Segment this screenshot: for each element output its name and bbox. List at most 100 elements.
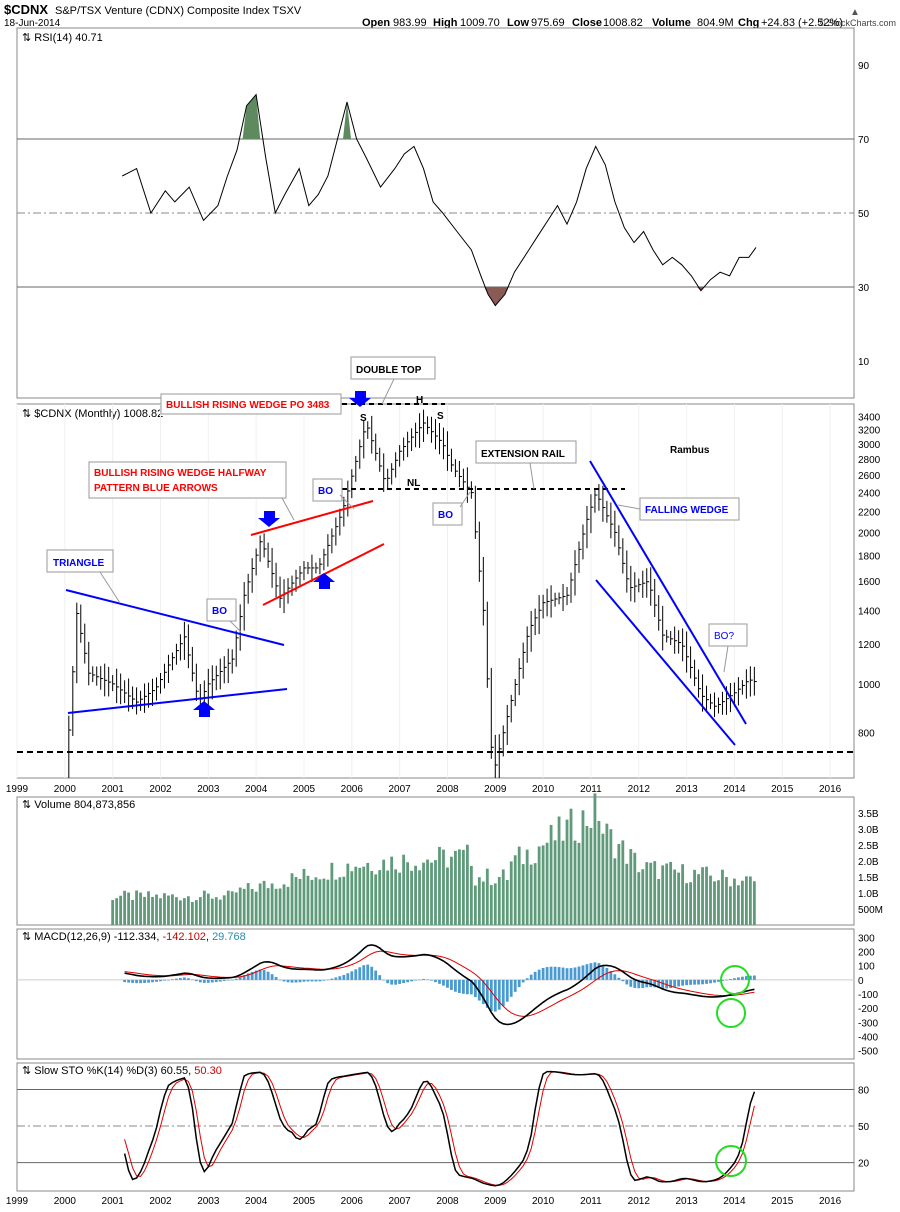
macd-histogram-bar bbox=[175, 978, 178, 980]
volume-bar bbox=[677, 872, 681, 925]
macd-histogram-bar bbox=[198, 979, 202, 983]
volume-bar bbox=[330, 862, 334, 925]
macd-histogram-bar bbox=[190, 979, 194, 981]
volume-bar bbox=[362, 866, 366, 925]
volume-bar bbox=[402, 854, 406, 925]
volume-bar bbox=[709, 875, 712, 925]
volume-bar bbox=[350, 871, 354, 925]
bo-callout-2008: BO bbox=[432, 491, 471, 526]
volume-bar bbox=[462, 849, 465, 925]
price-marker-icon: ⇅ bbox=[22, 408, 34, 420]
volume-bar bbox=[306, 875, 310, 925]
low-value: 975.69 bbox=[531, 17, 565, 29]
chart-date: 18-Jun-2014 bbox=[4, 18, 61, 29]
callout-box bbox=[475, 440, 577, 464]
macd-histogram-bar bbox=[549, 966, 553, 980]
macd-histogram-bar bbox=[222, 979, 226, 982]
neckline-label: NL bbox=[407, 478, 420, 489]
price-tick-label: 1200 bbox=[858, 640, 881, 651]
wedge-halfway-annotation-line2: PATTERN BLUE ARROWS bbox=[94, 483, 218, 494]
macd-histogram-bar bbox=[525, 978, 529, 980]
falling-wedge-annotation: FALLING WEDGE bbox=[645, 505, 729, 516]
volume-tick-label: 2.0B bbox=[858, 857, 879, 868]
macd-histogram-bar bbox=[186, 978, 190, 980]
macd-histogram-bar bbox=[179, 978, 182, 980]
volume-bar bbox=[127, 892, 130, 925]
macd-histogram-bar bbox=[350, 971, 354, 980]
volume-bar bbox=[238, 887, 242, 925]
volume-bar bbox=[354, 866, 358, 925]
macd-histogram-bar bbox=[545, 967, 549, 980]
bo-callout-2003: BO bbox=[206, 598, 242, 633]
volume-bar bbox=[322, 878, 326, 925]
volume-tick-label: 1.5B bbox=[858, 873, 879, 884]
volume-bar bbox=[458, 849, 461, 925]
volume-bar bbox=[194, 900, 198, 925]
volume-bar bbox=[537, 846, 541, 925]
volume-bar bbox=[398, 872, 402, 925]
macd-histogram-bar bbox=[330, 978, 334, 980]
volume-bar bbox=[418, 870, 421, 925]
volume-bar bbox=[497, 877, 501, 925]
volume-bar bbox=[254, 891, 258, 925]
year-tick-label: 2011 bbox=[580, 784, 602, 795]
macd-tick-label: -400 bbox=[858, 1032, 878, 1043]
rsi-overbought-fill bbox=[343, 102, 352, 139]
open-value: 983.99 bbox=[393, 17, 427, 29]
volume-bar bbox=[198, 897, 202, 925]
volume-bar bbox=[465, 844, 469, 925]
macd-histogram-bar bbox=[286, 979, 290, 983]
macd-histogram-bar bbox=[673, 979, 677, 988]
volume-bar bbox=[438, 846, 441, 925]
volume-tick-label: 2.5B bbox=[858, 841, 879, 852]
right-shoulder-label: S bbox=[437, 411, 444, 422]
rsi-layer bbox=[121, 93, 757, 307]
triangle-lower-line bbox=[67, 688, 288, 714]
macd-histogram-bar bbox=[737, 977, 740, 980]
watermark: © StockCharts.com bbox=[818, 18, 896, 28]
wedge-po-callout: BULLISH RISING WEDGE PO 3483 bbox=[160, 393, 342, 415]
price-panel-label: ⇅ $CDNX (Monthly) 1008.82 bbox=[22, 408, 163, 420]
volume-bar bbox=[493, 883, 497, 925]
volume-bar bbox=[151, 896, 154, 925]
callout-box bbox=[46, 549, 114, 573]
macd-histogram-bar bbox=[489, 979, 493, 1011]
macd-histogram-bar bbox=[661, 979, 665, 989]
volume-bar bbox=[665, 863, 669, 925]
volume-bar bbox=[517, 846, 521, 925]
volume-bar bbox=[748, 876, 752, 925]
year-tick-label: 1999 bbox=[6, 784, 29, 795]
up-arrow-icon bbox=[193, 701, 215, 717]
volume-bar bbox=[262, 880, 266, 925]
volume-bar bbox=[155, 894, 158, 925]
volume-bar bbox=[442, 849, 445, 925]
volume-bar bbox=[752, 881, 756, 925]
volume-bar bbox=[206, 893, 210, 925]
price-label: $CDNX (Monthly) bbox=[34, 408, 120, 420]
volume-bar bbox=[167, 895, 170, 925]
year-tick-label: 2016 bbox=[819, 1196, 842, 1207]
macd-histogram-bar bbox=[481, 979, 485, 1004]
axes-layer: 1999199920002000200120012002200220032003… bbox=[6, 61, 883, 1207]
scroll-up-icon[interactable]: ▲ bbox=[850, 7, 860, 18]
macd-layer bbox=[123, 944, 756, 1026]
volume-bar bbox=[581, 810, 585, 925]
macd-histogram-bar bbox=[167, 979, 170, 981]
macd-histogram-bar bbox=[394, 979, 398, 985]
head-label: H bbox=[416, 395, 423, 406]
volume-bar bbox=[218, 899, 222, 925]
volume-bar bbox=[529, 864, 533, 925]
rsi-marker-icon: ⇅ bbox=[22, 32, 34, 44]
callout-pointer bbox=[459, 491, 471, 508]
macd-histogram-bar bbox=[713, 979, 716, 983]
rsi-tick-label: 10 bbox=[858, 357, 870, 368]
rsi-tick-label: 70 bbox=[858, 135, 870, 146]
macd-tick-label: 200 bbox=[858, 948, 875, 959]
price-tick-label: 1000 bbox=[858, 680, 881, 691]
macd-histogram-bar bbox=[155, 979, 158, 982]
macd-tick-label: 0 bbox=[858, 976, 864, 987]
index-description: S&P/TSX Venture (CDNX) Composite Index T… bbox=[55, 5, 302, 17]
volume-bar bbox=[561, 840, 565, 925]
macd-histogram-bar bbox=[677, 979, 681, 987]
